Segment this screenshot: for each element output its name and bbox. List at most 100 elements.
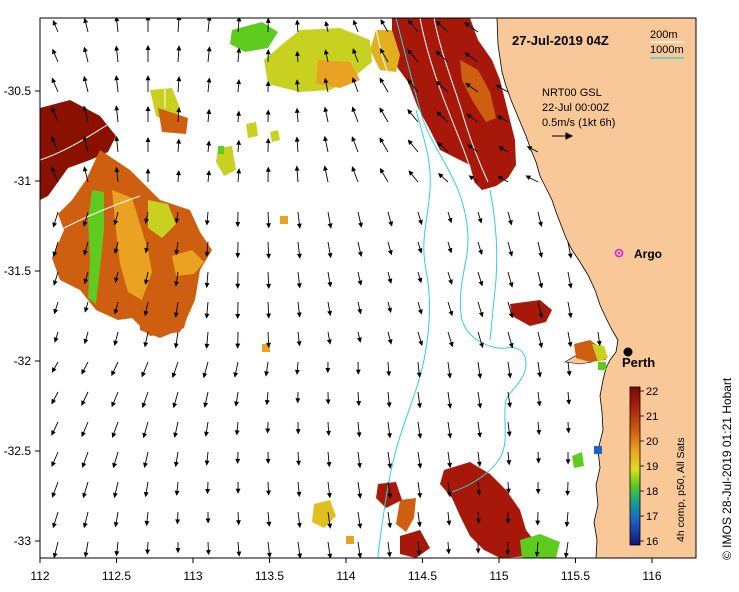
current-arrowhead [113,521,119,528]
current-arrowhead [387,249,393,256]
colorbar-tick-label: 17 [646,511,658,523]
current-arrowhead [357,280,363,286]
y-tick-label: -32.5 [4,444,32,458]
current-arrowhead [174,218,180,224]
current-arrowhead [114,105,120,111]
current-arrowhead [327,252,333,259]
current-arrowhead [386,371,392,377]
y-tick-label: -33 [14,534,32,548]
current-arrowhead [204,343,210,349]
current-arrowhead [176,75,182,82]
current-arrowhead [323,77,329,84]
current-arrowhead [416,372,422,378]
current-arrowhead [51,166,56,172]
current-arrowhead [505,488,511,494]
current-arrowhead [508,342,514,349]
current-arrowhead [567,283,573,289]
current-arrowhead [407,48,413,55]
current-arrowhead [264,371,270,377]
current-arrowhead [388,221,394,227]
current-arrowhead [296,491,302,498]
current-arrowhead [145,168,151,174]
current-arrowhead [356,432,362,438]
current-arrowhead [507,373,513,379]
current-arrowhead [173,461,179,468]
current-arrowhead [204,220,210,226]
legend-200m-label: 200m [650,29,678,41]
current-arrowhead [357,523,363,529]
current-arrowhead [204,282,210,289]
current-arrowhead [448,279,453,285]
current-arrowhead [476,461,482,467]
current-arrowhead [82,221,88,227]
current-arrowhead [387,307,392,314]
current-arrowhead [51,461,56,467]
current-arrowhead [175,548,181,554]
current-arrowhead [204,313,210,319]
current-arrowhead [143,310,149,317]
current-arrowhead [236,78,242,85]
contour-1000m [377,18,527,558]
current-arrowhead [266,223,271,229]
current-arrowhead [81,400,86,406]
current-arrowhead [266,342,272,348]
colorbar-caption: 4h comp, p50, All Sats [675,438,687,542]
current-arrowhead [477,373,483,379]
current-arrowhead [83,18,89,24]
current-arrowhead [435,20,441,26]
current-arrowhead [113,340,119,347]
current-arrowhead [114,550,120,557]
y-tick-label: -30.5 [4,84,32,98]
current-arrowhead [448,341,454,348]
current-arrowhead [479,342,484,349]
current-arrowhead [387,338,393,345]
current-arrowhead [526,146,533,151]
current-arrowhead [205,518,211,524]
current-arrowhead [416,521,422,528]
current-arrowhead [477,218,483,224]
current-arrowhead [357,462,362,469]
current-arrowhead [327,223,333,229]
current-arrowhead [468,175,475,181]
current-arrowhead [326,492,332,499]
current-arrowhead [144,520,150,527]
current-arrowhead [294,79,300,85]
current-arrowhead [235,343,241,349]
current-arrowhead [358,222,363,228]
current-arrowhead [235,253,241,259]
current-arrowhead [144,247,150,254]
current-arrowhead [387,493,393,499]
x-tick-label: 116 [642,569,661,583]
current-arrowhead [143,342,149,348]
current-arrowhead [51,136,56,142]
current-arrowhead [233,372,239,378]
current-arrowhead [447,247,453,254]
current-arrowhead [236,18,242,22]
current-arrowhead [386,402,392,408]
current-arrowhead [565,459,571,465]
current-arrowhead [112,492,118,499]
current-arrowhead [505,550,511,556]
current-arrowhead [111,401,116,408]
current-arrowhead [387,433,392,439]
current-arrowhead [202,372,208,379]
current-arrowhead [495,84,502,90]
current-arrowhead [234,430,240,436]
current-arrowhead [507,219,513,226]
current-arrowhead [145,44,151,51]
sst-patches [40,18,608,558]
current-arrowhead [596,340,602,347]
current-arrowhead [236,110,241,116]
current-arrowhead [82,135,88,142]
current-arrowhead [51,398,57,405]
current-arrowhead [145,105,151,111]
current-arrowhead [295,19,300,25]
x-tick-label: 113 [183,569,202,583]
current-arrowhead [386,552,392,558]
current-arrowhead [266,490,272,496]
current-arrowhead [145,136,151,142]
current-arrowhead [235,222,241,228]
y-tick-label: -31 [14,174,32,188]
colorbar-tick-label: 21 [646,411,658,423]
current-arrowhead [356,401,362,407]
